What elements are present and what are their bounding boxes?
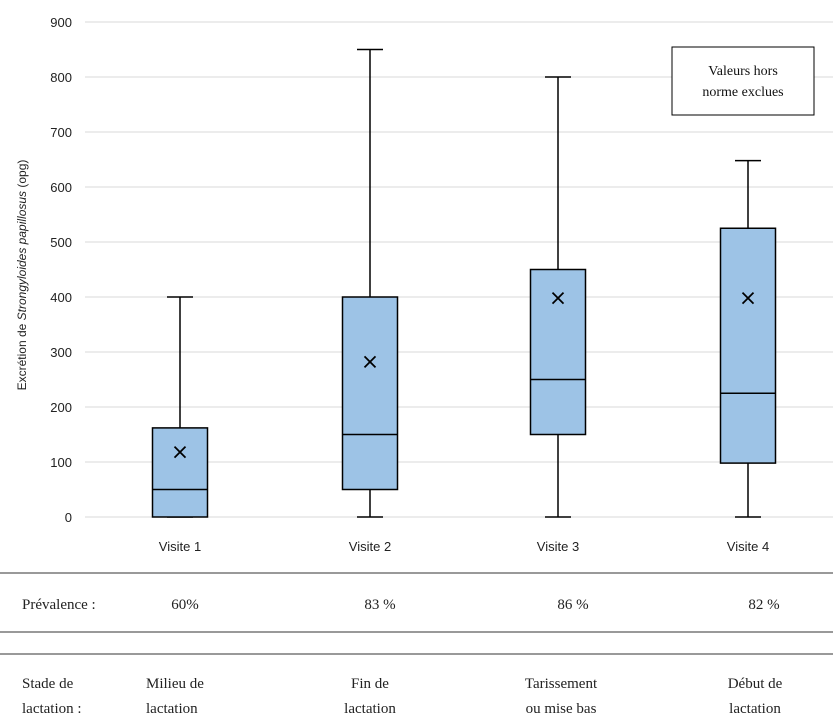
y-axis-label-italic: Strongyloides papillosus: [15, 191, 29, 320]
stage-value-2-line-1: Fin de: [351, 676, 389, 692]
stage-value-1-line-2: lactation: [146, 701, 198, 717]
x-category-label: Visite 3: [537, 539, 579, 554]
iqr-box: [341, 296, 399, 491]
y-axis-label: Excrétion de Strongyloides papillosus (o…: [15, 160, 29, 391]
annotation-frame: [671, 46, 815, 116]
iqr-box: [529, 268, 587, 436]
box-visite-2: [341, 48, 399, 518]
stage-label-line-1: Stade de: [22, 676, 74, 692]
y-tick-label: 700: [50, 125, 72, 140]
prevalence-value-2: 83 %: [364, 597, 395, 613]
mean-marker: [173, 445, 187, 459]
stage-value-4-line-2: lactation: [729, 701, 781, 717]
x-category-label: Visite 4: [727, 539, 769, 554]
y-tick-label: 300: [50, 345, 72, 360]
annotation-line-1: Valeurs hors: [708, 64, 778, 79]
prevalence-label: Prévalence :: [22, 597, 96, 613]
y-tick-label: 900: [50, 15, 72, 30]
mean-marker: [741, 291, 755, 305]
annotation-box: Valeurs hors norme exclues: [671, 46, 815, 116]
y-tick-labels: 0 100 200 300 400 500 600 700 800 900: [50, 15, 72, 525]
iqr-box: [719, 227, 777, 464]
y-tick-label: 500: [50, 235, 72, 250]
x-category-label: Visite 2: [349, 539, 391, 554]
annotation-line-2: norme exclues: [702, 85, 783, 100]
stage-value-4-line-1: Début de: [728, 676, 783, 692]
y-tick-label: 200: [50, 400, 72, 415]
stage-value-1-line-1: Milieu de: [146, 676, 204, 692]
iqr-box: [151, 427, 209, 518]
category-labels: Visite 1 Visite 2 Visite 3 Visite 4: [159, 539, 769, 554]
box-visite-3: [529, 76, 587, 518]
boxes: [151, 48, 777, 518]
y-axis-label-prefix: Excrétion de: [15, 320, 29, 390]
y-axis-label-suffix: (opg): [15, 160, 29, 191]
grid-lines: [85, 21, 833, 463]
stage-value-2-line-2: lactation: [344, 701, 396, 717]
y-tick-label: 100: [50, 455, 72, 470]
stage-value-3-line-1: Tarissement: [525, 676, 598, 692]
stage-value-3-line-2: ou mise bas: [526, 701, 597, 717]
prevalence-value-1: 60%: [171, 597, 199, 613]
stage-label-line-2: lactation :: [22, 701, 82, 717]
prevalence-value-4: 82 %: [748, 597, 779, 613]
mean-marker: [363, 355, 377, 369]
y-tick-label: 800: [50, 70, 72, 85]
mean-marker: [551, 291, 565, 305]
y-tick-label: 400: [50, 290, 72, 305]
x-category-label: Visite 1: [159, 539, 201, 554]
y-tick-label: 600: [50, 180, 72, 195]
prevalence-value-3: 86 %: [557, 597, 588, 613]
y-tick-label: 0: [65, 510, 72, 525]
box-visite-4: [719, 159, 777, 518]
box-visite-1: [151, 296, 209, 518]
